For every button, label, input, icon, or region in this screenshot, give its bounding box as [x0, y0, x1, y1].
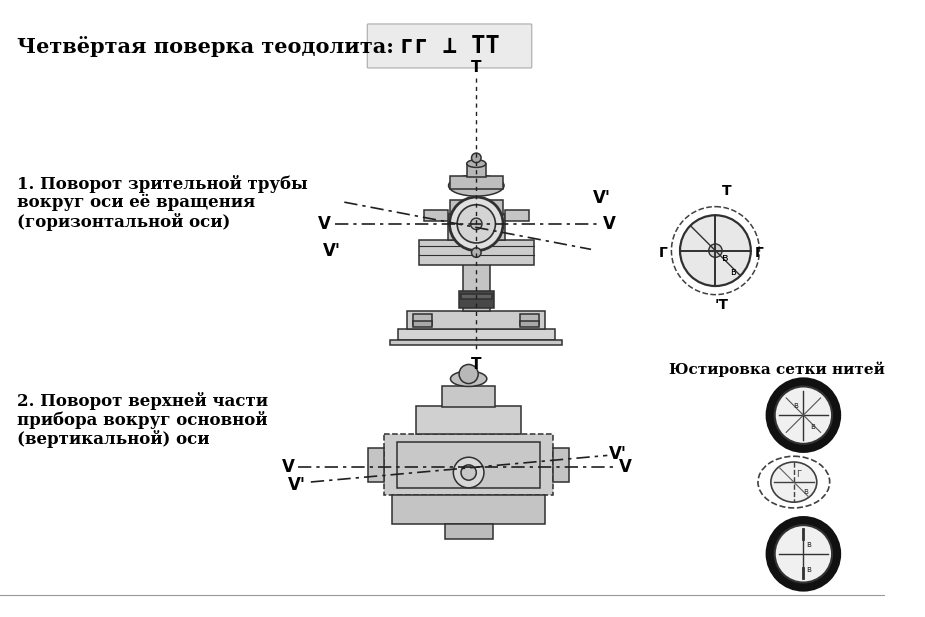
Text: V': V' — [288, 476, 306, 494]
Bar — [424, 210, 448, 221]
Text: T: T — [471, 357, 482, 372]
Bar — [520, 321, 539, 327]
Circle shape — [769, 380, 838, 450]
Bar — [448, 214, 505, 240]
Bar — [413, 321, 432, 327]
Bar — [467, 164, 486, 177]
Bar — [461, 294, 491, 299]
Bar — [553, 448, 569, 482]
Circle shape — [450, 197, 503, 251]
Circle shape — [472, 248, 481, 257]
Ellipse shape — [771, 462, 817, 502]
Text: Г: Г — [659, 246, 668, 260]
Text: прибора вокруг основной: прибора вокруг основной — [18, 411, 267, 429]
Bar — [505, 210, 529, 221]
Text: гг ⊥ ТТ: гг ⊥ ТТ — [400, 34, 500, 58]
Circle shape — [453, 457, 484, 488]
Circle shape — [461, 465, 476, 480]
Text: в: в — [794, 401, 798, 410]
Text: в: в — [810, 422, 816, 431]
Text: в: в — [807, 565, 811, 574]
Text: вокруг оси её вращения: вокруг оси её вращения — [18, 194, 255, 212]
Bar — [462, 259, 489, 311]
Bar — [445, 524, 492, 539]
Bar — [398, 329, 555, 339]
Text: V: V — [619, 458, 632, 476]
Circle shape — [471, 218, 482, 230]
Bar — [397, 442, 540, 488]
Bar — [459, 291, 494, 308]
Text: V: V — [318, 215, 331, 233]
Bar — [385, 434, 553, 495]
Text: 2. Поворот верхней части: 2. Поворот верхней части — [18, 392, 268, 410]
Text: Юстировка сетки нитей: Юстировка сетки нитей — [670, 362, 885, 377]
Text: V': V' — [610, 444, 627, 463]
Circle shape — [472, 153, 481, 163]
Circle shape — [459, 365, 478, 384]
Text: T: T — [471, 60, 482, 75]
Bar — [368, 448, 385, 482]
Text: V': V' — [593, 189, 611, 207]
Circle shape — [775, 525, 832, 582]
Bar — [450, 200, 503, 215]
Circle shape — [457, 205, 496, 243]
Text: Четвёртая поверка теодолита:: Четвёртая поверка теодолита: — [18, 36, 394, 57]
Ellipse shape — [450, 371, 487, 386]
Text: T: T — [722, 184, 732, 198]
Ellipse shape — [449, 175, 504, 196]
Text: в: в — [730, 267, 735, 276]
Text: 1. Поворот зрительной трубы: 1. Поворот зрительной трубы — [18, 175, 308, 193]
Text: (горизонтальной оси): (горизонтальной оси) — [18, 213, 230, 231]
Text: Г: Г — [796, 470, 801, 479]
Text: в: в — [722, 254, 728, 263]
Text: V: V — [282, 458, 294, 476]
Circle shape — [769, 519, 838, 589]
Bar — [390, 339, 562, 346]
Text: в: в — [803, 487, 808, 496]
Ellipse shape — [467, 160, 486, 167]
Bar — [520, 314, 539, 325]
Circle shape — [680, 215, 751, 286]
Text: Г: Г — [755, 246, 763, 260]
Bar — [413, 314, 432, 325]
Circle shape — [709, 244, 722, 257]
Bar — [442, 386, 496, 407]
Text: 'T: 'T — [714, 299, 728, 312]
Text: в: в — [807, 540, 811, 549]
Bar — [419, 240, 534, 265]
FancyBboxPatch shape — [367, 24, 532, 68]
Bar — [392, 495, 545, 524]
Text: (вертикальной) оси: (вертикальной) оси — [18, 430, 210, 448]
Text: V: V — [602, 215, 615, 233]
Text: V': V' — [323, 242, 340, 260]
Bar — [416, 405, 522, 434]
Circle shape — [775, 386, 832, 444]
Bar — [450, 176, 503, 189]
Bar — [407, 311, 545, 329]
